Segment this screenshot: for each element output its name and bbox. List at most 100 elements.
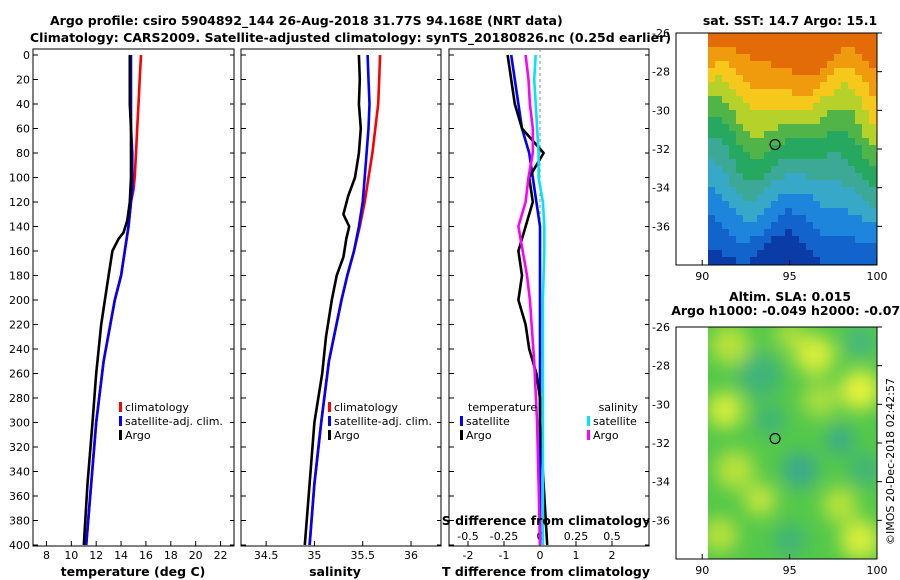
sst-cell <box>855 222 863 230</box>
sst-cell <box>736 138 744 146</box>
temperature-plot: 8 10 12 14 16 18 20 22 <box>33 54 234 562</box>
sst-cell <box>813 47 821 55</box>
salinity-panel-frame <box>240 48 442 547</box>
sst-cell <box>722 152 730 160</box>
sst-cell <box>855 54 863 62</box>
sst-cell <box>715 40 723 48</box>
sst-cell <box>848 215 856 223</box>
sst-cell <box>827 236 835 244</box>
sst-cell <box>757 103 765 111</box>
sla-features <box>708 327 877 559</box>
sst-cell <box>785 138 793 146</box>
sst-cell <box>722 208 730 216</box>
sst-cell <box>806 68 814 76</box>
sst-cell <box>834 68 842 76</box>
sst-cell <box>757 173 765 181</box>
sst-cell <box>785 222 793 230</box>
sst-cell <box>736 194 744 202</box>
x-tick-label: -1 <box>499 549 510 562</box>
sst-cell <box>799 138 807 146</box>
sst-cell <box>806 229 814 237</box>
sst-cell <box>715 68 723 76</box>
sst-cell <box>855 131 863 139</box>
sst-cell <box>750 201 758 209</box>
sst-cell <box>722 236 730 244</box>
sst-cell <box>771 194 779 202</box>
sst-cell <box>757 236 765 244</box>
sst-cell <box>848 152 856 160</box>
sst-cell <box>799 75 807 83</box>
sst-cell <box>785 215 793 223</box>
sst-cell <box>848 96 856 104</box>
sst-cell <box>806 54 814 62</box>
sst-cell <box>736 208 744 216</box>
sst-cell <box>792 124 800 132</box>
sst-cell <box>750 180 758 188</box>
sst-cell <box>841 222 849 230</box>
sst-cell <box>778 138 786 146</box>
sst-cell <box>792 89 800 97</box>
sst-cell <box>869 47 877 55</box>
sst-cell <box>750 208 758 216</box>
sst-cell <box>848 180 856 188</box>
sst-cell <box>799 215 807 223</box>
sst-cell <box>799 131 807 139</box>
sst-cell <box>736 201 744 209</box>
sst-cell <box>834 166 842 174</box>
sst-cell <box>778 236 786 244</box>
sst-cell <box>834 208 842 216</box>
sst-cell <box>729 145 737 153</box>
sst-cell <box>778 61 786 69</box>
sst-cell <box>743 75 751 83</box>
sst-cell <box>799 47 807 55</box>
sst-cell <box>848 89 856 97</box>
sst-cell <box>771 89 779 97</box>
sst-cell <box>792 243 800 251</box>
sst-cell <box>834 54 842 62</box>
sst-cell <box>743 131 751 139</box>
sst-cell <box>841 54 849 62</box>
legend-swatch-s-satellite <box>587 416 590 426</box>
sst-cell <box>757 159 765 167</box>
sst-cell <box>750 215 758 223</box>
sst-cell <box>834 40 842 48</box>
sst-cell <box>771 257 779 265</box>
sst-cell <box>848 173 856 181</box>
sst-cell <box>736 173 744 181</box>
sst-cell <box>813 40 821 48</box>
sst-cell <box>862 145 870 153</box>
sst-cell <box>869 229 877 237</box>
sst-cell <box>785 250 793 258</box>
sst-cell <box>820 82 828 90</box>
depth-tick-label: 160 <box>9 245 30 258</box>
sst-cell <box>799 82 807 90</box>
sst-cell <box>764 215 772 223</box>
sst-cell <box>715 180 723 188</box>
sst-cell <box>743 187 751 195</box>
map-y-tick-label: -34 <box>652 476 670 489</box>
sst-cell <box>736 54 744 62</box>
sst-cell <box>799 180 807 188</box>
x-tick-label: 34.5 <box>254 549 279 562</box>
sst-cell <box>862 47 870 55</box>
sst-cell <box>848 236 856 244</box>
legend-label-t-satellite: satellite <box>466 415 510 428</box>
sst-cell <box>715 194 723 202</box>
sst-cell <box>743 236 751 244</box>
sst-cell <box>715 47 723 55</box>
sst-cell <box>757 180 765 188</box>
sst-cell <box>827 229 835 237</box>
sst-cell <box>855 208 863 216</box>
sst-cell <box>764 257 772 265</box>
sst-cell <box>778 229 786 237</box>
x-tick-label: 20 <box>189 549 203 562</box>
sst-cell <box>806 89 814 97</box>
sst-cell <box>785 68 793 76</box>
sst-cell <box>820 250 828 258</box>
map-x-tick-label: 90 <box>695 270 709 283</box>
sst-cell <box>834 243 842 251</box>
sst-cell <box>785 82 793 90</box>
map-y-tick-label: -32 <box>652 437 670 450</box>
sla-blob <box>744 484 776 516</box>
